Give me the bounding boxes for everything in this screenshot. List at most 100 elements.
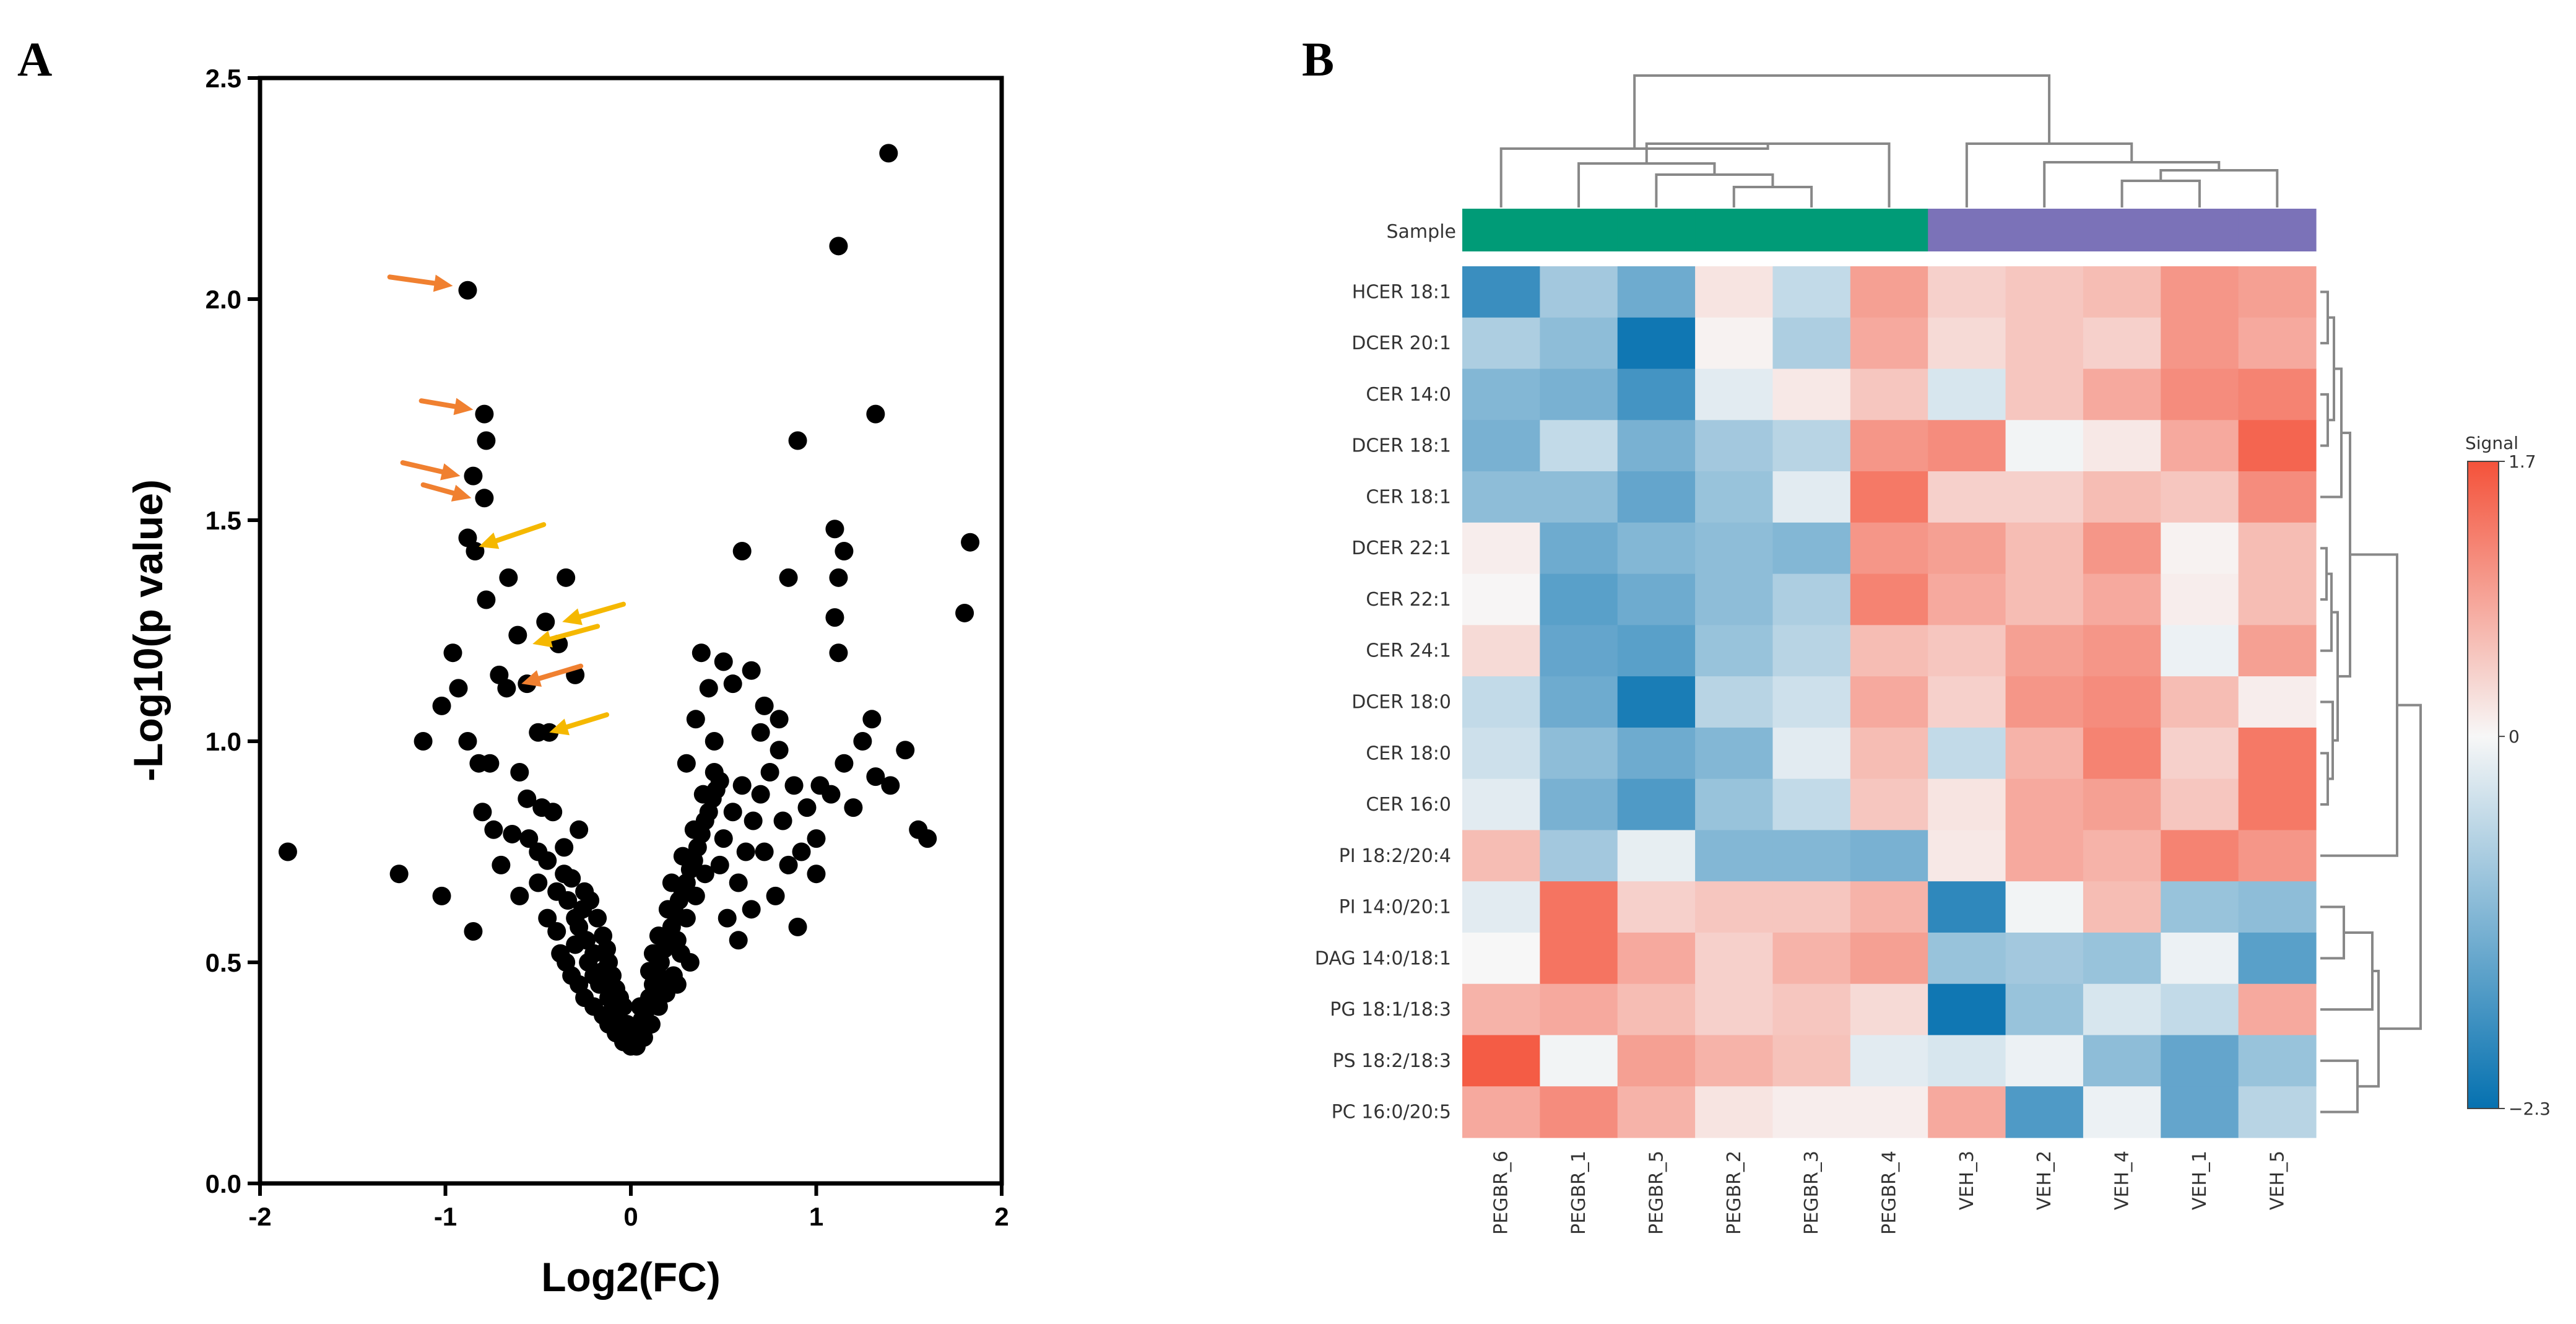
volcano-point — [536, 612, 555, 632]
heatmap-cell — [1462, 727, 1540, 780]
heatmap-cell — [1617, 368, 1696, 420]
heatmap-column-label: PEGBR_6 — [1491, 1151, 1512, 1235]
heatmap-cell — [2238, 830, 2317, 882]
heatmap-cell — [1695, 471, 1774, 523]
heatmap-cell — [1462, 983, 1540, 1036]
dendrogram-link — [2320, 752, 2329, 806]
volcano-point — [603, 993, 622, 1012]
heatmap-cell — [1462, 368, 1540, 420]
y-tick-label: 1.5 — [206, 506, 241, 535]
heatmap-cell — [1850, 830, 1928, 882]
heatmap-cell — [2238, 727, 2317, 780]
volcano-point — [518, 789, 537, 808]
heatmap-cell — [1928, 676, 2006, 728]
heatmap-cell — [2161, 522, 2239, 575]
volcano-point — [829, 237, 848, 256]
volcano-point — [649, 926, 668, 946]
heatmap-cell — [2083, 830, 2161, 882]
volcano-point — [477, 431, 496, 450]
dendrogram-link — [2043, 161, 2221, 207]
heatmap-cell — [1772, 317, 1851, 370]
volcano-point — [473, 803, 492, 822]
heatmap-cell — [1772, 676, 1851, 728]
heatmap-row-label: CER 14:0 — [1366, 384, 1451, 406]
dendrogram-root — [1633, 74, 2051, 149]
heatmap-cell — [2083, 932, 2161, 985]
heatmap-cell — [1928, 983, 2006, 1036]
sample-group-cell — [1772, 209, 1851, 251]
volcano-point — [664, 966, 683, 985]
heatmap-cell — [1462, 676, 1540, 728]
volcano-point — [955, 603, 974, 622]
volcano-arrow — [562, 601, 627, 625]
heatmap-cell — [1617, 1086, 1696, 1138]
volcano-point — [484, 820, 503, 839]
volcano-point — [896, 741, 915, 760]
heatmap-cell — [2083, 420, 2161, 472]
volcano-point — [710, 855, 729, 874]
heatmap-cell — [2083, 573, 2161, 625]
heatmap-cell — [1462, 471, 1540, 523]
heatmap-cell — [2005, 778, 2084, 831]
heatmap-cell — [1772, 471, 1851, 523]
heatmap-row-label: CER 18:0 — [1366, 743, 1451, 764]
dendrogram-link — [2320, 547, 2328, 601]
volcano-point — [432, 886, 451, 905]
legend-tick-label: 1.7 — [2509, 451, 2536, 472]
heatmap-cell — [2161, 368, 2239, 420]
heatmap-column-label: PEGBR_2 — [1724, 1151, 1745, 1235]
heatmap-cell — [1772, 932, 1851, 985]
heatmap-cell — [2005, 266, 2084, 318]
heatmap-cell — [1462, 420, 1540, 472]
heatmap-cell — [2005, 471, 2084, 523]
heatmap-cell — [1695, 778, 1774, 831]
volcano-arrow — [418, 398, 474, 416]
heatmap-row-label: HCER 18:1 — [1352, 281, 1451, 303]
volcano-point — [458, 732, 477, 751]
heatmap-cell — [1772, 522, 1851, 575]
heatmap-cell — [2083, 778, 2161, 831]
heatmap-cell — [2238, 1035, 2317, 1087]
volcano-arrows — [387, 274, 627, 736]
volcano-arrow — [420, 482, 472, 502]
heatmap-cell — [1695, 317, 1774, 370]
volcano-point — [499, 568, 518, 587]
heatmap-cell — [2005, 573, 2084, 625]
heatmap-cell — [1850, 420, 1928, 472]
volcano-point — [464, 922, 483, 941]
volcano-point — [641, 1014, 661, 1034]
volcano-point — [555, 838, 574, 857]
volcano-point — [829, 568, 848, 587]
volcano-point — [510, 886, 529, 905]
heatmap-cell — [1540, 727, 1618, 780]
volcano-arrow — [532, 624, 601, 648]
heatmap-cell — [1928, 881, 2006, 933]
volcano-point — [879, 144, 898, 163]
volcano-point — [779, 568, 798, 587]
heatmap-cell — [1540, 830, 1618, 882]
volcano-point — [658, 900, 677, 919]
volcano-point — [770, 741, 789, 760]
volcano-point — [686, 710, 705, 729]
heatmap-cell — [1617, 1035, 1696, 1087]
dendrogram-link — [2120, 180, 2201, 207]
heatmap-cell — [1850, 368, 1928, 420]
heatmap-cell — [1928, 778, 2006, 831]
volcano-point — [677, 754, 696, 773]
panel-b-label: B — [1302, 32, 1334, 86]
heatmap-cell — [2005, 420, 2084, 472]
heatmap-cell — [2161, 983, 2239, 1036]
volcano-y-ticks: 0.0 0.5 1.0 1.5 2.0 2.5 — [206, 64, 260, 1198]
volcano-point — [751, 723, 770, 742]
heatmap-cell — [2083, 522, 2161, 575]
heatmap-cell — [1617, 676, 1696, 728]
volcano-point — [566, 908, 585, 928]
heatmap-cell — [2161, 881, 2239, 933]
heatmap-cell — [1695, 932, 1774, 985]
volcano-point — [742, 900, 761, 919]
volcano-point — [732, 541, 752, 560]
heatmap-column-label: VEH_3 — [1956, 1151, 1978, 1210]
volcano-point — [779, 855, 798, 874]
legend-ticks: 1.7 0 −2.3 — [2499, 451, 2551, 1119]
